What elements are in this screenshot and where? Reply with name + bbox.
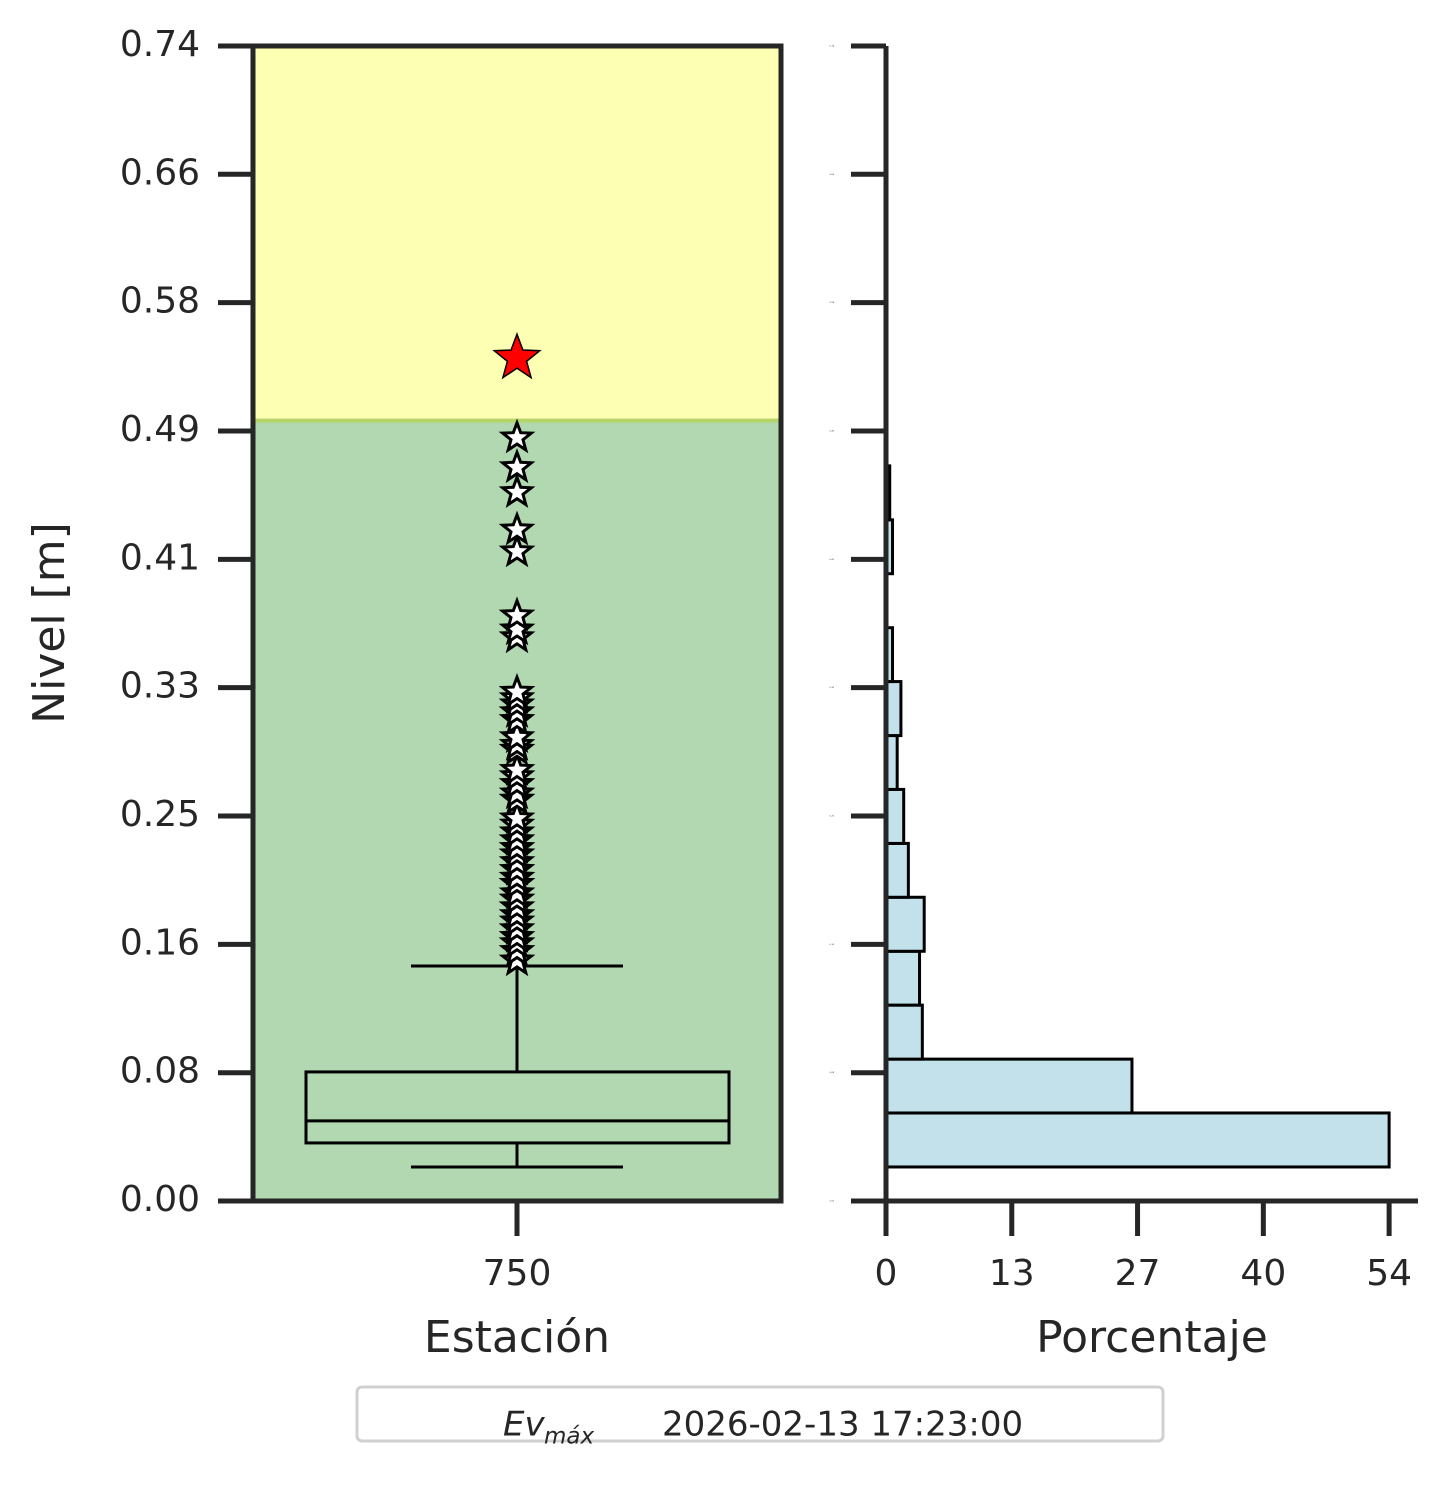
frame [250, 43, 784, 1204]
x-tick-label: 750 [483, 1253, 552, 1294]
legend-label: 2026-02-13 17:23:00 [662, 1405, 1023, 1445]
outlier [498, 510, 536, 546]
outlier [498, 672, 536, 708]
y-tick-label: 0.41 [830, 559, 835, 561]
x-tick-label: 27 [1115, 1253, 1161, 1294]
outlier [498, 448, 536, 484]
y-tick-label: 0.33 [120, 666, 200, 707]
max-event [492, 332, 542, 380]
outlier [498, 418, 536, 454]
hist-bar [884, 895, 926, 953]
y-tick-label: 0.66 [830, 174, 835, 176]
y-tick-label: 0.58 [120, 281, 200, 322]
legend-box [355, 1385, 1165, 1443]
y-tick-label: 0.00 [830, 1201, 835, 1203]
y-tick-label: 0.66 [120, 152, 200, 193]
hist-bar [884, 787, 906, 845]
y-tick-label: 0.49 [830, 431, 835, 433]
plots: 0.00 0.08 0.16 0.25 0.33 0.41 0.49 0.58 0.66 0.74… [120, 24, 1418, 1440]
x-tick-label: 54 [1366, 1253, 1412, 1294]
hist-bar [884, 949, 922, 1007]
y-tick-label: 0.49 [120, 409, 200, 450]
outlier [498, 473, 536, 508]
y-tick-label: 0.58 [830, 302, 835, 304]
outlier [498, 596, 536, 632]
y-axis-label: Nivel [m] [24, 522, 75, 724]
x-tick-label: 40 [1240, 1253, 1286, 1294]
legend-subscript: máx [544, 1424, 594, 1450]
outlier [498, 718, 536, 754]
hist-bar [884, 1003, 924, 1061]
box [304, 1070, 731, 1145]
y-tick-label: 0.08 [120, 1051, 200, 1092]
y-tick-label: 0.74 [830, 46, 835, 48]
outlier [498, 532, 536, 568]
y-tick-label: 0.00 [120, 1179, 200, 1220]
outlier [498, 750, 536, 786]
x-axis-label: Estación [424, 1312, 610, 1363]
y-tick-label: 0.25 [120, 794, 200, 835]
hist-bar [884, 841, 910, 899]
outlier [498, 610, 536, 646]
x-tick-label: 0 [875, 1253, 898, 1294]
y-tick-label: 0.33 [830, 687, 835, 689]
legend-symbol: Ev [503, 1405, 545, 1445]
y-tick-label: 0.74 [120, 24, 200, 65]
y-tick-label: 0.41 [120, 537, 200, 578]
x-tick-label: 13 [989, 1253, 1035, 1294]
y-tick-label: 0.16 [830, 944, 835, 946]
y-tick-label: 0.25 [830, 815, 835, 817]
hist-bar [884, 1057, 1134, 1115]
x-axis-label: Porcentaje [1036, 1312, 1268, 1363]
y-tick-label: 0.16 [120, 922, 200, 963]
hist-bar [884, 1111, 1391, 1169]
y-tick-label: 0.08 [830, 1072, 835, 1074]
